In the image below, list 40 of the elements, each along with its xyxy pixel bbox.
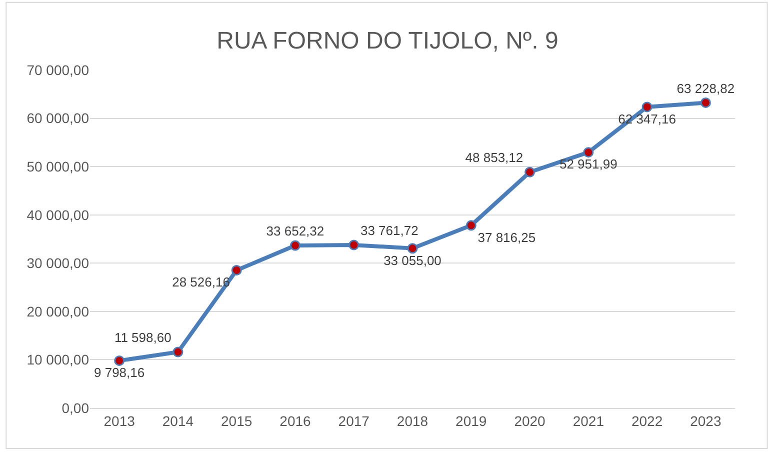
data-label: 33 055,00 [384,252,442,268]
point [407,243,418,254]
point [114,355,125,366]
x-tick-label: 2021 [572,412,604,429]
y-tick-label: 0,00 [62,400,90,416]
data-label: 63 228,82 [676,80,735,96]
x-tick-label: 2015 [221,412,252,429]
y-tick-label: 70 000,00 [26,62,90,78]
point [466,220,476,231]
data-label: 52 951,99 [559,156,618,172]
data-label: 37 816,25 [478,230,536,245]
y-tick-label: 40 000,00 [26,206,90,223]
data-label: 9 798,16 [94,365,145,380]
y-tick-label: 20 000,00 [26,303,90,320]
data-label: 48 853,12 [465,150,524,166]
point [642,102,652,112]
point [583,147,594,158]
x-tick-label: 2013 [104,412,136,429]
point [348,240,360,250]
x-tick-label: 2022 [631,412,663,429]
x-tick-label: 2018 [396,412,428,429]
data-label: 11 598,60 [114,330,172,346]
point [172,346,184,358]
y-tick-label: 10 000,00 [26,352,90,368]
y-tick-label: 60 000,00 [26,110,90,126]
x-tick-label: 2016 [280,412,312,429]
y-tick-label: 50 000,00 [26,158,90,174]
x-tick-label: 2014 [162,412,194,429]
point [700,97,711,108]
x-tick-label: 2017 [338,412,370,429]
chart-title: RUA FORNO DO TIJOLO, Nº. 9 [216,28,558,55]
point [290,240,300,251]
data-label: 33 761,72 [360,223,418,238]
data-label: 33 652,32 [266,224,324,239]
point [231,265,242,276]
x-tick-label: 2019 [456,412,487,429]
x-tick-label: 2023 [690,412,722,429]
point [524,166,536,178]
y-tick-label: 30 000,00 [26,255,90,272]
x-tick-label: 2020 [514,412,546,429]
